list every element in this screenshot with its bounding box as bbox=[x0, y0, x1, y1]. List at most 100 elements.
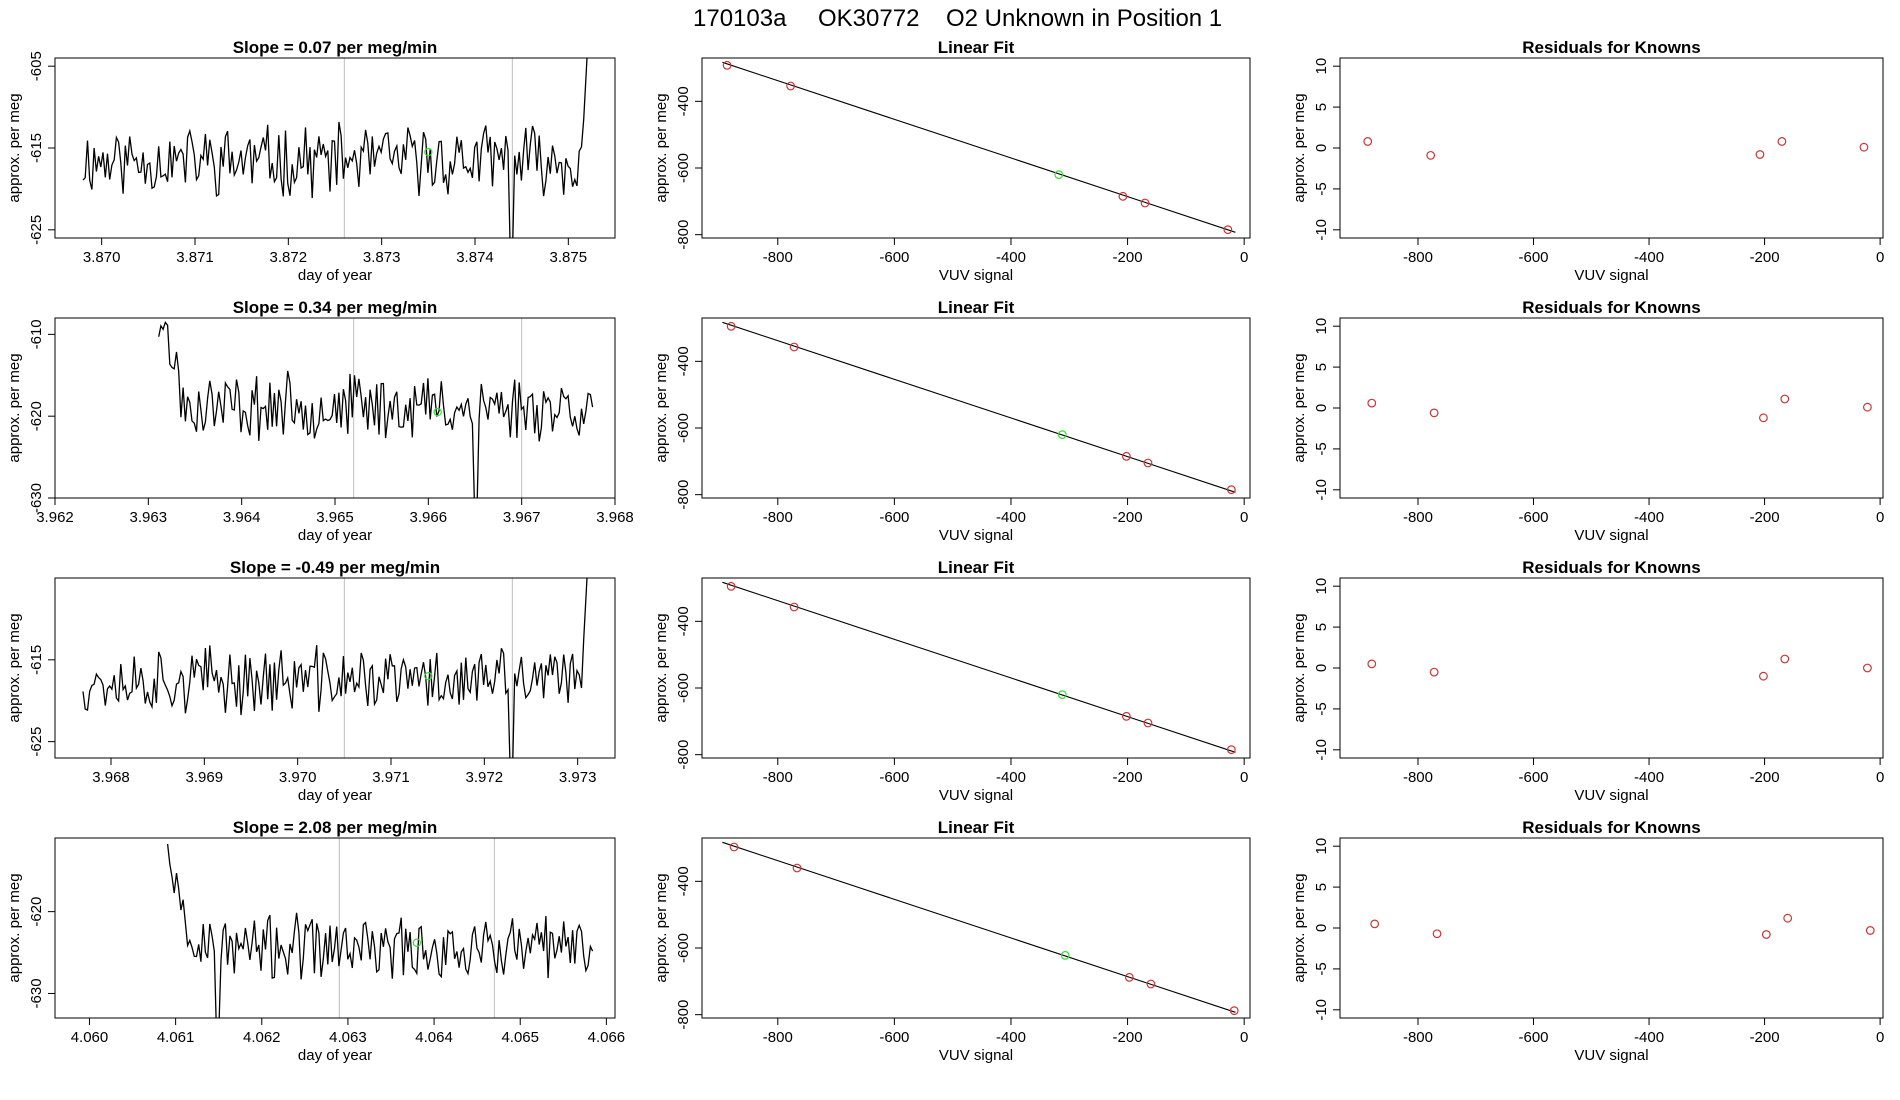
residual-point bbox=[1761, 930, 1771, 939]
x-tick-label: -800 bbox=[1403, 249, 1433, 266]
time-panel-row-2: Slope = 0.34 per meg/min 3.962 3.963 3.964 3… bbox=[6, 298, 634, 544]
x-tick-label: -800 bbox=[763, 1029, 793, 1046]
x-tick-label: 3.873 bbox=[363, 249, 401, 266]
y-tick-label: 0 bbox=[1313, 924, 1330, 932]
y-tick-label: 5 bbox=[1313, 883, 1330, 891]
x-tick-label: -400 bbox=[1634, 769, 1664, 786]
x-tick-label: -800 bbox=[763, 769, 793, 786]
x-tick-label: -600 bbox=[879, 1029, 909, 1046]
known-point bbox=[1226, 485, 1236, 495]
panel-title: Linear Fit bbox=[938, 558, 1015, 577]
known-point bbox=[726, 581, 736, 591]
y-tick-label: -800 bbox=[675, 480, 692, 510]
x-tick-label: 3.871 bbox=[176, 249, 214, 266]
residual-point bbox=[1370, 919, 1380, 929]
panel-title: Residuals for Knowns bbox=[1522, 38, 1701, 57]
y-axis-label: approx. per meg bbox=[6, 613, 23, 722]
y-tick-label: -5 bbox=[1313, 182, 1330, 195]
y-tick-label: 10 bbox=[1313, 838, 1330, 855]
residual-point bbox=[1363, 137, 1373, 146]
known-point bbox=[1146, 979, 1156, 989]
panel-title: Residuals for Knowns bbox=[1522, 818, 1701, 837]
y-tick-label: 0 bbox=[1313, 144, 1330, 152]
plot-area bbox=[722, 60, 1236, 235]
y-tick-label: 0 bbox=[1313, 664, 1330, 672]
x-tick-label: 3.963 bbox=[130, 509, 168, 526]
known-point bbox=[789, 602, 799, 612]
header-run-id: 170103a bbox=[693, 5, 787, 32]
x-axis-label: day of year bbox=[298, 787, 372, 804]
residual-point bbox=[1859, 142, 1869, 152]
x-tick-label: 3.969 bbox=[186, 769, 224, 786]
panel-title: Residuals for Knowns bbox=[1522, 558, 1701, 577]
known-point bbox=[726, 321, 736, 331]
x-tick-label: -400 bbox=[996, 509, 1026, 526]
y-tick-label: -625 bbox=[28, 727, 45, 757]
known-point bbox=[1226, 745, 1236, 755]
plot-frame bbox=[1339, 837, 1884, 1019]
panel-title: Slope = 0.07 per meg/min bbox=[233, 38, 438, 57]
residual-point bbox=[1367, 659, 1377, 669]
resid-panel-row-3: Residuals for Knowns -800 -600 -400 -200 0 10 5… bbox=[1291, 558, 1884, 804]
x-tick-label: 4.061 bbox=[157, 1029, 195, 1046]
known-point bbox=[1118, 191, 1128, 201]
x-tick-label: -800 bbox=[1403, 1029, 1433, 1046]
x-tick-label: 4.062 bbox=[243, 1029, 281, 1046]
resid-panel-row-2: Residuals for Knowns -800 -600 -400 -200 0 10 5… bbox=[1291, 298, 1884, 544]
y-axis-label: approx. per meg bbox=[653, 613, 670, 722]
residual-point bbox=[1777, 137, 1787, 146]
x-tick-label: 3.875 bbox=[550, 249, 588, 266]
residual-point bbox=[1429, 408, 1439, 418]
residual-point bbox=[1426, 150, 1436, 160]
y-axis-label: approx. per meg bbox=[653, 93, 670, 202]
plot-frame bbox=[701, 317, 1251, 499]
known-point bbox=[722, 60, 732, 70]
x-tick-label: 3.874 bbox=[456, 249, 494, 266]
x-tick-label: 3.972 bbox=[466, 769, 504, 786]
x-tick-label: 4.064 bbox=[415, 1029, 453, 1046]
x-tick-label: 3.962 bbox=[36, 509, 74, 526]
x-tick-label: 3.966 bbox=[410, 509, 448, 526]
resid-panel-row-1: Residuals for Knowns -800 -600 -400 -200 0 10 5… bbox=[1291, 38, 1884, 284]
y-tick-label: -610 bbox=[28, 319, 45, 349]
plot-area bbox=[1367, 654, 1872, 681]
unknown-point bbox=[1060, 950, 1070, 960]
plot-area bbox=[158, 318, 594, 498]
known-point bbox=[1229, 1006, 1239, 1016]
y-tick-label: -800 bbox=[675, 1000, 692, 1030]
y-axis-label: approx. per meg bbox=[1291, 353, 1308, 462]
x-tick-label: -400 bbox=[996, 249, 1026, 266]
time-panel-row-1: Slope = 0.07 per meg/min 3.870 3.871 3.872 3… bbox=[6, 38, 616, 284]
x-axis-label: day of year bbox=[298, 267, 372, 284]
x-tick-label: -800 bbox=[763, 509, 793, 526]
plot-frame bbox=[1339, 57, 1884, 239]
plot-frame bbox=[1339, 317, 1884, 499]
x-tick-label: 3.870 bbox=[83, 249, 121, 266]
residual-point bbox=[1429, 667, 1439, 677]
x-tick-label: 4.063 bbox=[329, 1029, 367, 1046]
y-axis-label: approx. per meg bbox=[6, 873, 23, 982]
y-tick-label: 10 bbox=[1313, 318, 1330, 335]
y-tick-label: -630 bbox=[28, 483, 45, 513]
y-tick-label: -600 bbox=[675, 933, 692, 963]
residual-point bbox=[1755, 150, 1765, 159]
y-axis-label: approx. per meg bbox=[1291, 613, 1308, 722]
x-tick-label: -200 bbox=[1750, 249, 1780, 266]
x-tick-label: 0 bbox=[1876, 249, 1884, 266]
known-point bbox=[792, 863, 802, 873]
x-axis-label: VUV signal bbox=[939, 1047, 1013, 1064]
fit-line bbox=[722, 321, 1236, 493]
panel-title: Slope = 0.34 per meg/min bbox=[233, 298, 438, 317]
x-tick-label: -600 bbox=[879, 769, 909, 786]
y-tick-label: 0 bbox=[1313, 404, 1330, 412]
x-tick-label: 3.965 bbox=[316, 509, 354, 526]
fit-panel-row-3: Linear Fit -800 -600 -400 -200 0 -400 -600 -800 V… bbox=[653, 558, 1251, 804]
panel-title: Slope = 2.08 per meg/min bbox=[233, 818, 438, 837]
signal-trace bbox=[158, 321, 594, 498]
panel-title: Linear Fit bbox=[938, 38, 1015, 57]
x-axis-label: VUV signal bbox=[939, 527, 1013, 544]
y-tick-label: -800 bbox=[675, 740, 692, 770]
x-tick-label: 4.066 bbox=[588, 1029, 626, 1046]
y-tick-label: -400 bbox=[675, 86, 692, 116]
